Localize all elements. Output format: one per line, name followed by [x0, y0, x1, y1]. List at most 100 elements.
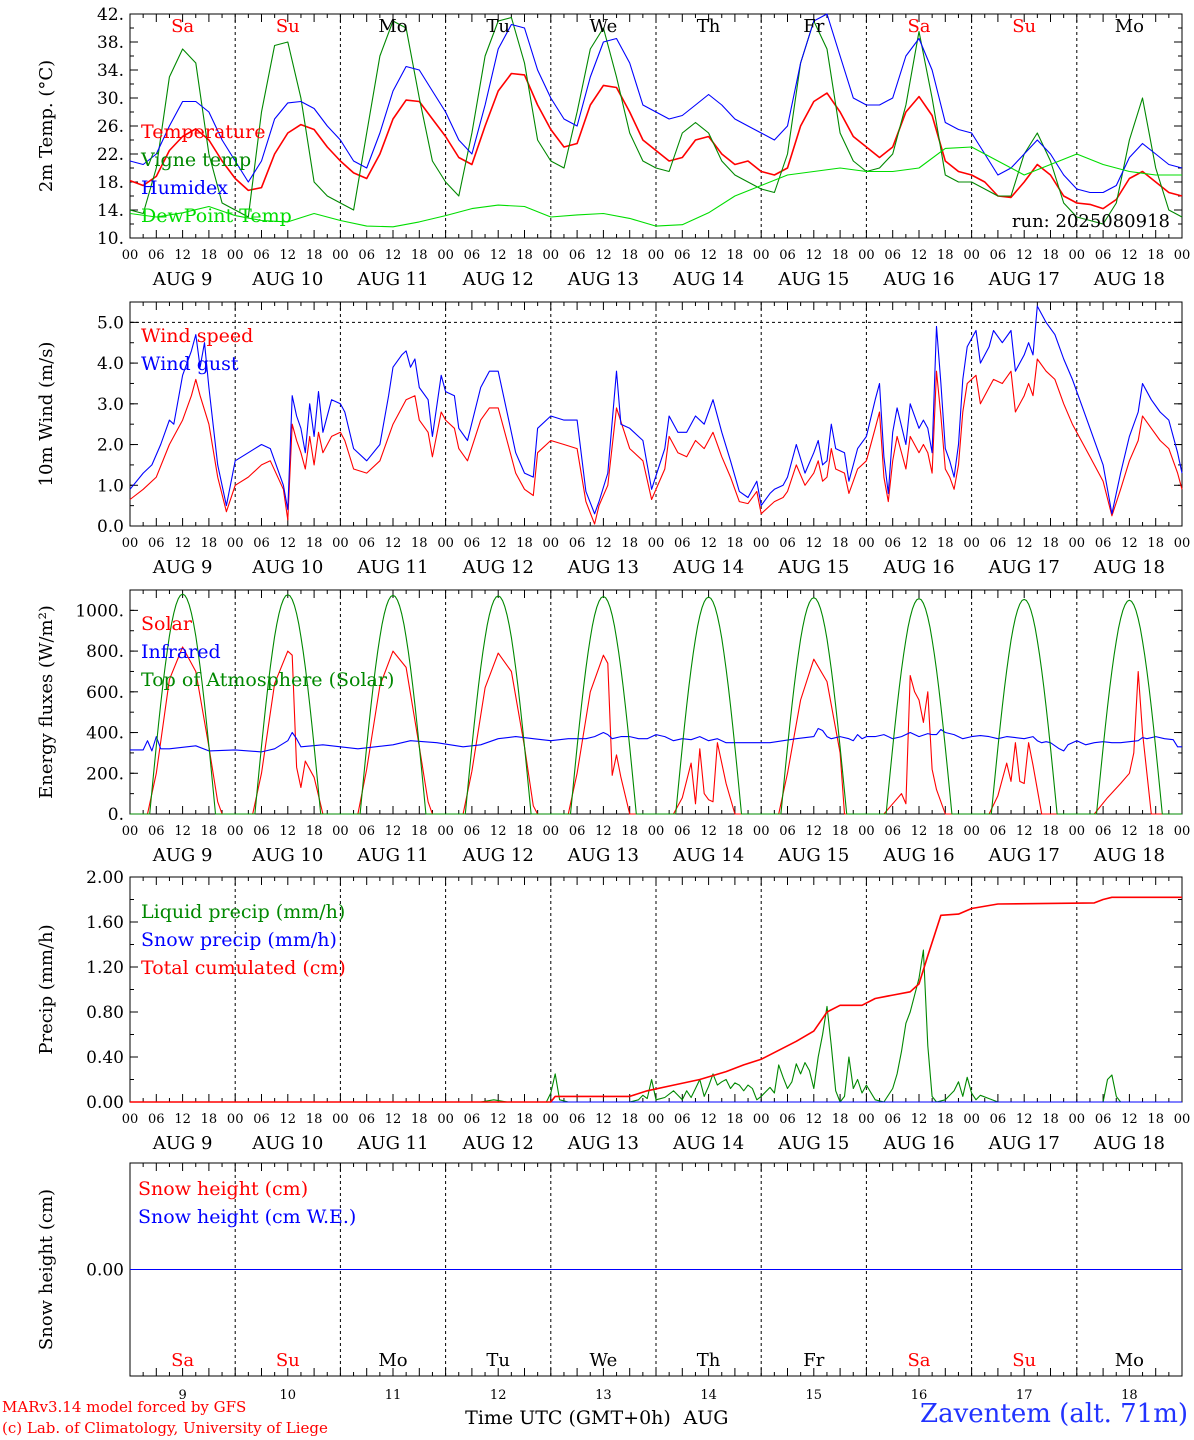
x-date-label: AUG 14: [672, 269, 744, 290]
weekday-label: Th: [697, 16, 721, 37]
y-tick-label: 1000.: [75, 601, 124, 621]
x-hour-label: 00: [437, 248, 454, 263]
weekday-label: Su: [1012, 16, 1036, 37]
x-hour-label: 18: [937, 1112, 954, 1127]
x-hour-label: 18: [201, 536, 218, 551]
x-hour-label: 12: [1016, 824, 1033, 839]
day-number-label: 18: [1121, 1388, 1138, 1403]
x-hour-label: 06: [253, 248, 270, 263]
x-hour-label: 18: [1147, 824, 1164, 839]
x-hour-label: 12: [1121, 824, 1138, 839]
x-date-label: AUG 13: [567, 269, 639, 290]
x-hour-label: 00: [648, 1112, 665, 1127]
day-number-label: 17: [1016, 1388, 1033, 1403]
x-hour-label: 18: [832, 1112, 849, 1127]
x-hour-label: 12: [174, 1112, 191, 1127]
x-hour-label: 12: [174, 824, 191, 839]
x-date-label: AUG 16: [882, 1133, 954, 1154]
weekday-label: Su: [1012, 1350, 1036, 1371]
y-axis-label: Energy fluxes (W/m²): [36, 605, 57, 799]
legend-entry: Wind speed: [141, 325, 253, 347]
x-hour-label: 12: [1016, 1112, 1033, 1127]
month-label: AUG: [683, 1407, 729, 1429]
x-hour-label: 06: [990, 1112, 1007, 1127]
day-number-label: 10: [280, 1388, 297, 1403]
weekday-label: Th: [697, 1350, 721, 1371]
weekday-label: We: [590, 16, 618, 37]
x-hour-label: 18: [621, 248, 638, 263]
y-axis-label: 2m Temp. (°C): [36, 60, 57, 192]
legend-entry: DewPoint Temp: [141, 205, 292, 227]
x-hour-label: 00: [122, 536, 139, 551]
x-date-label: AUG 15: [777, 557, 849, 578]
x-hour-label: 18: [516, 248, 533, 263]
x-hour-label: 00: [227, 536, 244, 551]
x-hour-label: 00: [1174, 536, 1191, 551]
y-tick-label: 14.: [97, 201, 124, 221]
x-hour-label: 06: [569, 536, 586, 551]
x-hour-label: 12: [806, 824, 823, 839]
x-hour-label: 18: [621, 1112, 638, 1127]
y-tick-label: 42.: [97, 5, 124, 25]
x-hour-label: 12: [700, 248, 717, 263]
day-number-label: 13: [595, 1388, 612, 1403]
x-hour-label: 00: [543, 1112, 560, 1127]
x-hour-label: 06: [884, 824, 901, 839]
x-hour-label: 06: [1095, 536, 1112, 551]
x-hour-label: 00: [648, 824, 665, 839]
x-hour-label: 06: [674, 248, 691, 263]
weekday-label: Su: [276, 16, 300, 37]
x-axis-label: Time UTC (GMT+0h): [465, 1407, 671, 1429]
x-hour-label: 12: [911, 536, 928, 551]
x-date-label: AUG 11: [356, 269, 428, 290]
y-axis-label: Precip (mm/h): [36, 924, 57, 1054]
x-hour-label: 12: [806, 248, 823, 263]
x-date-label: AUG 16: [882, 557, 954, 578]
x-hour-label: 18: [411, 1112, 428, 1127]
x-hour-label: 18: [1042, 1112, 1059, 1127]
x-hour-label: 12: [490, 536, 507, 551]
x-hour-label: 12: [700, 1112, 717, 1127]
panel-2-frame: [129, 301, 1183, 527]
series-line-liquid-precip-mm-h: [130, 949, 1182, 1103]
y-tick-label: 30.: [97, 89, 124, 109]
series-line-infrared: [130, 727, 1182, 753]
x-date-label: AUG 14: [672, 1133, 744, 1154]
x-hour-label: 18: [621, 824, 638, 839]
x-hour-label: 18: [832, 536, 849, 551]
x-date-label: AUG 13: [567, 557, 639, 578]
x-hour-label: 00: [963, 824, 980, 839]
y-tick-label: 0.40: [86, 1048, 124, 1068]
series-line-top-of-atmosphere-solar: [130, 593, 1182, 815]
x-hour-label: 00: [753, 1112, 770, 1127]
legend-entry: Humidex: [141, 177, 228, 199]
day-number-label: 16: [911, 1388, 928, 1403]
x-date-label: AUG 18: [1093, 845, 1165, 866]
x-date-label: AUG 10: [251, 557, 323, 578]
x-hour-label: 18: [1042, 248, 1059, 263]
x-hour-label: 12: [385, 536, 402, 551]
x-hour-label: 12: [700, 536, 717, 551]
x-hour-label: 06: [569, 248, 586, 263]
x-hour-label: 18: [832, 248, 849, 263]
series-line-humidex: [129, 13, 1183, 194]
y-tick-label: 800.: [86, 642, 124, 662]
x-date-label: AUG 10: [251, 269, 323, 290]
weekday-label: Sa: [171, 16, 194, 37]
x-hour-label: 06: [358, 1112, 375, 1127]
x-hour-label: 00: [122, 824, 139, 839]
series-line-wind-gust: [129, 305, 1183, 515]
x-hour-label: 06: [990, 824, 1007, 839]
x-hour-label: 06: [1095, 1112, 1112, 1127]
x-hour-label: 00: [1174, 1112, 1191, 1127]
x-hour-label: 18: [201, 248, 218, 263]
x-hour-label: 18: [937, 248, 954, 263]
x-hour-label: 00: [437, 824, 454, 839]
y-tick-label: 2.0: [97, 436, 124, 456]
x-hour-label: 18: [1147, 1112, 1164, 1127]
x-hour-label: 06: [358, 248, 375, 263]
x-hour-label: 06: [148, 536, 165, 551]
y-tick-label: 200.: [86, 764, 124, 784]
x-hour-label: 06: [253, 536, 270, 551]
x-date-label: AUG 16: [882, 269, 954, 290]
